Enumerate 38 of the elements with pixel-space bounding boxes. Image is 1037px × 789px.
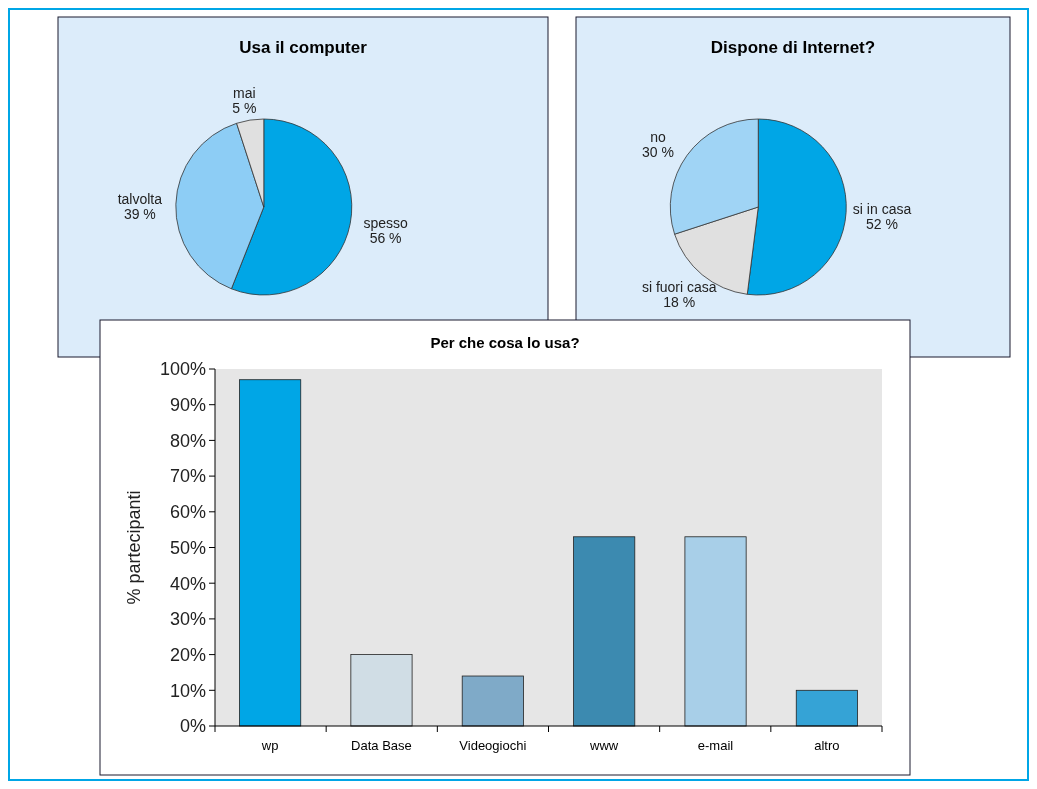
bar	[684, 536, 747, 727]
chart-title: Per che cosa lo usa?	[430, 334, 580, 351]
slice-label: si fuori casa	[641, 278, 717, 295]
bar	[795, 689, 858, 727]
y-tick-label: 90%	[169, 395, 206, 415]
y-axis-title: % partecipanti	[124, 490, 144, 605]
y-tick-label: 0%	[179, 716, 206, 737]
y-tick-label: 20%	[169, 644, 206, 665]
slice-label: mai	[233, 85, 256, 102]
slice-label: no	[650, 129, 666, 146]
y-tick-label: 30%	[169, 609, 206, 630]
data-label: 52 %	[866, 215, 898, 232]
bar	[239, 379, 302, 727]
x-tick-label: e-mail	[697, 738, 734, 753]
bar	[350, 654, 413, 727]
bar	[461, 675, 524, 727]
data-label: 39 %	[123, 205, 156, 222]
y-tick-label: 100%	[159, 359, 206, 380]
slice-label: si in casa	[852, 200, 912, 217]
x-tick-label: altro	[814, 738, 840, 753]
y-tick-label: 80%	[169, 430, 206, 451]
chart-title: Dispone di Internet?	[710, 38, 876, 57]
x-tick-label: wp	[260, 738, 279, 753]
y-tick-label: 60%	[169, 502, 206, 523]
slice-label: talvolta	[117, 190, 163, 207]
y-tick-label: 70%	[169, 466, 206, 487]
y-tick-label: 40%	[169, 573, 206, 594]
slice-label: spesso	[363, 214, 408, 231]
data-label: 5 %	[232, 100, 257, 117]
x-tick-label: Data Base	[351, 738, 412, 753]
x-tick-label: www	[589, 738, 619, 753]
y-tick-label: 10%	[169, 680, 206, 701]
data-label: 18 %	[663, 293, 696, 310]
x-tick-label: Videogiochi	[459, 738, 527, 753]
chart-title: Usa il computer	[239, 38, 368, 57]
bar	[573, 536, 636, 727]
data-label: 30 %	[642, 144, 674, 161]
y-tick-label: 50%	[169, 537, 206, 558]
